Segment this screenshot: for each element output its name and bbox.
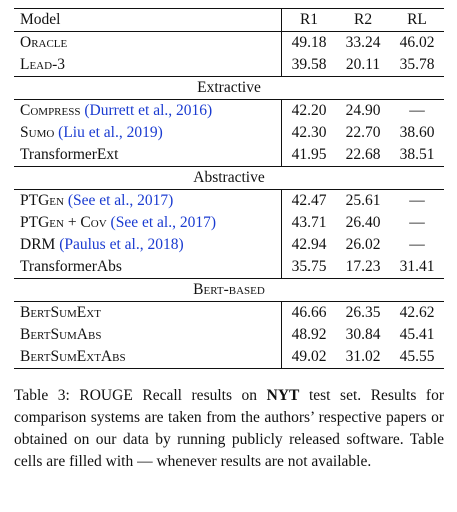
r2-value: 26.02 [345, 236, 381, 253]
citation-link[interactable]: (Liu et al., 2019) [58, 124, 163, 141]
table-row: PTGen (See et al., 2017) 42.47 25.61 — [14, 189, 444, 212]
section-title: Extractive [14, 76, 444, 100]
table-row: PTGen + Cov (See et al., 2017) 43.71 26.… [14, 212, 444, 234]
caption-dataset: NYT [266, 387, 300, 404]
section-header-abstractive: Abstractive [14, 166, 444, 190]
table-row: BertSumExt 46.66 26.35 42.62 [14, 301, 444, 324]
citation-link[interactable]: (See et al., 2017) [110, 214, 216, 231]
r1-value: 49.02 [281, 346, 337, 369]
r1-value: 35.75 [291, 258, 327, 275]
results-table: Model R1 R2 RL Oracle 49.18 33.24 46.02 … [14, 8, 444, 369]
rl-value: 46.02 [390, 31, 444, 54]
model-name: Oracle [20, 34, 68, 51]
r1-value: 49.18 [281, 31, 337, 54]
r2-value: 30.84 [345, 326, 381, 343]
section-header-bert-based: Bert-based [14, 278, 444, 302]
section-title: Bert-based [193, 281, 265, 298]
r1-value: 42.94 [291, 236, 327, 253]
r2-value: 26.35 [336, 301, 391, 324]
r1-value: 42.30 [291, 124, 327, 141]
table-row: DRM (Paulus et al., 2018) 42.94 26.02 — [14, 234, 444, 256]
rl-value: 45.41 [399, 326, 435, 343]
model-name: PTGen + Cov [20, 214, 107, 231]
header-row: Model R1 R2 RL [14, 8, 444, 32]
r1-value: 48.92 [291, 326, 327, 343]
r2-value: 22.70 [345, 124, 381, 141]
rl-value: — [390, 99, 444, 122]
r1-value: 39.58 [291, 56, 327, 73]
table-row: Compress (Durrett et al., 2016) 42.20 24… [14, 99, 444, 122]
r2-value: 25.61 [336, 189, 391, 212]
section-title: Abstractive [14, 166, 444, 190]
r2-value: 31.02 [336, 346, 391, 369]
r1-value: 41.95 [291, 146, 327, 163]
citation-link[interactable]: (Paulus et al., 2018) [59, 236, 184, 253]
table-row: Sumo (Liu et al., 2019) 42.30 22.70 38.6… [14, 122, 444, 144]
citation-link[interactable]: (Durrett et al., 2016) [84, 102, 213, 119]
r2-value: 22.68 [345, 146, 381, 163]
rl-value: — [409, 214, 425, 231]
r2-value: 17.23 [345, 258, 381, 275]
model-name: Lead-3 [20, 56, 65, 73]
r2-value: 20.11 [345, 56, 381, 73]
r2-value: 26.40 [345, 214, 381, 231]
model-name: BertSumAbs [20, 326, 102, 343]
rl-value: 38.51 [399, 146, 435, 163]
r1-value: 42.47 [281, 189, 337, 212]
model-name: DRM [20, 236, 56, 253]
rl-value: 35.78 [399, 56, 435, 73]
table-caption: Table 3: ROUGE Recall results on NYT tes… [14, 385, 444, 473]
table-row: Oracle 49.18 33.24 46.02 [14, 31, 444, 54]
table-row: TransformerAbs 35.75 17.23 31.41 [14, 256, 444, 279]
rl-value: 42.62 [390, 301, 444, 324]
header-r2: R2 [336, 8, 391, 32]
rl-value: 38.60 [399, 124, 435, 141]
r2-value: 33.24 [336, 31, 391, 54]
header-model: Model [14, 8, 282, 32]
r1-value: 43.71 [291, 214, 327, 231]
model-name: BertSumExtAbs [20, 348, 126, 365]
r1-value: 46.66 [281, 301, 337, 324]
model-name: Compress [20, 102, 81, 119]
table-row: Lead-3 39.58 20.11 35.78 [14, 54, 444, 77]
r1-value: 42.20 [281, 99, 337, 122]
table-row: TransformerExt 41.95 22.68 38.51 [14, 144, 444, 167]
model-name: Sumo [20, 124, 55, 141]
rl-value: 31.41 [399, 258, 435, 275]
rl-value: — [390, 189, 444, 212]
model-name: BertSumExt [20, 304, 101, 321]
caption-prefix: Table 3: ROUGE Recall results on [14, 387, 267, 404]
header-r1: R1 [281, 8, 337, 32]
citation-link[interactable]: (See et al., 2017) [67, 192, 174, 209]
model-name: TransformerAbs [20, 258, 122, 275]
model-name: PTGen [20, 192, 64, 209]
rl-value: 45.55 [390, 346, 444, 369]
model-name: TransformerExt [20, 146, 119, 163]
rl-value: — [409, 236, 425, 253]
table-row: BertSumAbs 48.92 30.84 45.41 [14, 324, 444, 346]
caption-text: test set. Results for comparison systems… [14, 387, 444, 470]
header-rl: RL [390, 8, 444, 32]
section-header-extractive: Extractive [14, 76, 444, 100]
r2-value: 24.90 [336, 99, 391, 122]
table-row: BertSumExtAbs 49.02 31.02 45.55 [14, 346, 444, 369]
